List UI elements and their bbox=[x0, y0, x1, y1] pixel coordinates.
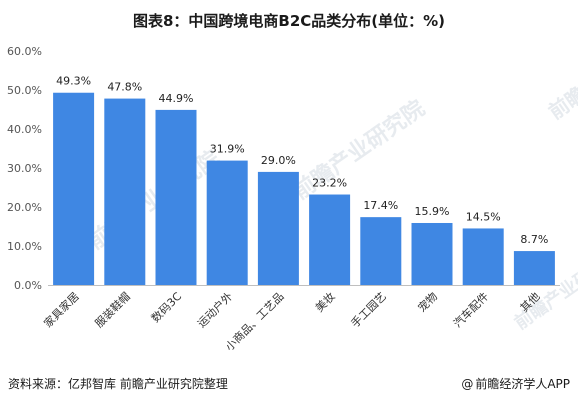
brand-name: 前瞻经济学人APP bbox=[475, 377, 570, 391]
bar bbox=[104, 98, 146, 285]
data-label: 15.9% bbox=[415, 205, 450, 218]
bar bbox=[53, 92, 95, 285]
chart-title: 图表8：中国跨境电商B2C品类分布(单位：%) bbox=[132, 12, 446, 30]
x-tick-label: 手工园艺 bbox=[348, 289, 389, 330]
x-tick-label: 家具家居 bbox=[41, 289, 82, 330]
data-label: 29.0% bbox=[261, 154, 296, 167]
data-label: 14.5% bbox=[466, 210, 501, 223]
data-label: 17.4% bbox=[363, 199, 398, 212]
y-tick-label: 50.0% bbox=[7, 84, 42, 97]
y-tick-label: 20.0% bbox=[7, 201, 42, 214]
y-tick-label: 60.0% bbox=[7, 45, 42, 58]
x-tick-label: 运动户外 bbox=[194, 289, 235, 330]
bar bbox=[360, 217, 402, 285]
watermark-text: 前瞻产业研究院 bbox=[544, 24, 578, 124]
data-label: 47.8% bbox=[107, 81, 142, 94]
data-label: 8.7% bbox=[520, 233, 548, 246]
x-tick-label: 服装鞋帽 bbox=[92, 289, 133, 330]
source-note: 资料来源：亿邦智库 前瞻产业研究院整理 bbox=[8, 377, 228, 391]
bar bbox=[462, 228, 504, 285]
at-icon: @ bbox=[461, 377, 474, 391]
bar bbox=[411, 222, 453, 285]
y-tick-label: 40.0% bbox=[7, 123, 42, 136]
data-label: 49.3% bbox=[56, 75, 91, 88]
y-tick-label: 30.0% bbox=[7, 162, 42, 175]
bar bbox=[155, 109, 197, 285]
y-tick-label: 0.0% bbox=[14, 279, 42, 292]
data-label: 31.9% bbox=[210, 143, 245, 156]
value-labels: 49.3% 47.8% 44.9% 31.9% 29.0% 23.2% 17.4% 15.9%… bbox=[56, 75, 548, 246]
bars bbox=[53, 92, 555, 285]
x-tick-label: 汽车配件 bbox=[450, 289, 491, 330]
watermark-text: 前瞻产业研究院 bbox=[289, 95, 430, 205]
bar bbox=[257, 171, 299, 285]
bar bbox=[206, 160, 248, 285]
x-tick-label: 宠物 bbox=[415, 289, 440, 314]
axes: 0.0% 10.0% 20.0% 30.0% 40.0% 50.0% 60.0% bbox=[7, 45, 560, 292]
bar bbox=[513, 251, 555, 285]
brand-credit: @ 前瞻经济学人APP bbox=[461, 375, 570, 392]
x-tick-label: 美妆 bbox=[313, 290, 338, 315]
data-label: 44.9% bbox=[159, 92, 194, 105]
bar bbox=[309, 194, 351, 285]
data-label: 23.2% bbox=[312, 177, 347, 190]
x-tick-label: 数码3C bbox=[149, 290, 184, 325]
y-tick-label: 10.0% bbox=[7, 240, 42, 253]
